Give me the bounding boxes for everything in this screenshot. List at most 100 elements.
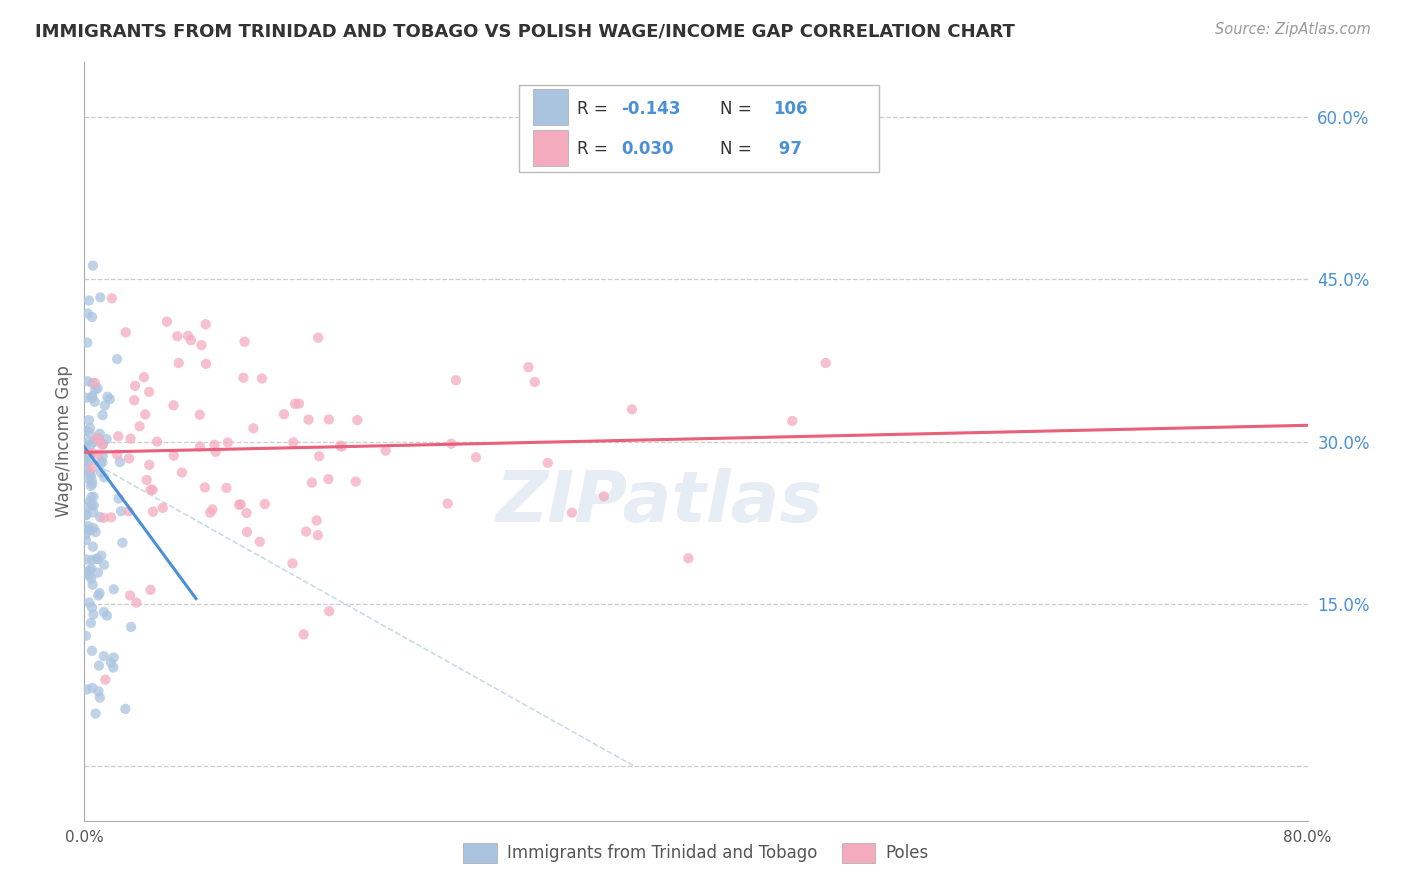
Point xyxy=(80,473,103,487)
Point xyxy=(75,438,97,452)
Point xyxy=(87,589,110,603)
Point xyxy=(523,375,546,389)
Point xyxy=(89,586,111,600)
Point xyxy=(180,333,202,347)
Point xyxy=(163,449,186,463)
Point xyxy=(166,329,188,343)
Point xyxy=(87,658,110,673)
Point xyxy=(308,449,330,463)
Point xyxy=(101,292,124,306)
Point xyxy=(80,600,103,615)
Point xyxy=(107,491,129,506)
Point xyxy=(444,373,467,387)
Point xyxy=(283,435,305,450)
Point xyxy=(292,627,315,641)
Point xyxy=(103,582,125,597)
Point xyxy=(177,328,200,343)
Point xyxy=(128,419,150,434)
Point xyxy=(75,629,97,643)
Point xyxy=(124,379,146,393)
Point xyxy=(89,426,111,441)
Point xyxy=(814,356,837,370)
Point xyxy=(170,466,193,480)
Text: R =: R = xyxy=(578,140,613,158)
Point xyxy=(80,461,103,475)
Point xyxy=(204,444,226,458)
Point xyxy=(188,408,211,422)
Point xyxy=(105,352,128,367)
Point xyxy=(84,383,107,397)
Point xyxy=(142,483,165,497)
Point xyxy=(273,407,295,421)
Point xyxy=(330,440,353,454)
Point xyxy=(232,370,254,384)
Point xyxy=(75,450,97,464)
Text: IMMIGRANTS FROM TRINIDAD AND TOBAGO VS POLISH WAGE/INCOME GAP CORRELATION CHART: IMMIGRANTS FROM TRINIDAD AND TOBAGO VS P… xyxy=(35,22,1015,40)
Point xyxy=(82,540,104,554)
Point xyxy=(75,508,97,522)
Point xyxy=(89,434,111,448)
Point xyxy=(440,436,463,450)
Bar xyxy=(533,88,568,125)
Point xyxy=(346,413,368,427)
Point xyxy=(75,552,97,566)
Text: Source: ZipAtlas.com: Source: ZipAtlas.com xyxy=(1215,22,1371,37)
Point xyxy=(120,432,142,446)
Point xyxy=(86,431,108,445)
Point xyxy=(76,682,98,697)
Point xyxy=(83,499,105,513)
Point xyxy=(464,450,486,465)
Point xyxy=(297,412,319,426)
Y-axis label: Wage/Income Gap: Wage/Income Gap xyxy=(55,366,73,517)
Point xyxy=(295,524,318,539)
Point xyxy=(76,566,98,580)
Point xyxy=(188,440,211,454)
Point xyxy=(75,391,97,405)
Point xyxy=(217,435,239,450)
Point xyxy=(561,506,583,520)
Point xyxy=(75,508,97,523)
Point xyxy=(134,408,156,422)
Point xyxy=(83,434,105,449)
Point xyxy=(307,331,329,345)
Point xyxy=(620,402,643,417)
Point xyxy=(782,414,804,428)
Point xyxy=(94,399,117,413)
Point xyxy=(77,455,100,469)
Point xyxy=(201,502,224,516)
Point xyxy=(89,510,111,524)
Point xyxy=(111,535,134,549)
Point xyxy=(96,390,118,404)
Point xyxy=(100,656,122,670)
Point xyxy=(75,424,97,438)
Point xyxy=(93,649,115,664)
Point xyxy=(105,448,128,462)
Point xyxy=(537,456,560,470)
Point xyxy=(103,650,125,665)
Point xyxy=(77,448,100,462)
Text: 0.030: 0.030 xyxy=(621,140,673,158)
Point xyxy=(79,494,101,508)
Point xyxy=(84,524,107,539)
Point xyxy=(75,462,97,476)
Point xyxy=(301,475,323,490)
Point xyxy=(204,438,226,452)
Point xyxy=(117,504,139,518)
Point xyxy=(236,524,259,539)
Point xyxy=(344,475,367,489)
Point xyxy=(94,673,117,687)
Point xyxy=(80,499,103,513)
Point xyxy=(152,500,174,515)
Text: N =: N = xyxy=(720,140,758,158)
Point xyxy=(132,370,155,384)
Point xyxy=(108,455,131,469)
Point xyxy=(87,684,110,698)
Point xyxy=(90,549,112,563)
Text: R =: R = xyxy=(578,100,613,118)
Point xyxy=(139,582,162,597)
Point xyxy=(96,432,118,446)
Point xyxy=(318,412,340,426)
Point xyxy=(86,552,108,566)
Point xyxy=(436,497,458,511)
Text: 97: 97 xyxy=(773,140,801,158)
